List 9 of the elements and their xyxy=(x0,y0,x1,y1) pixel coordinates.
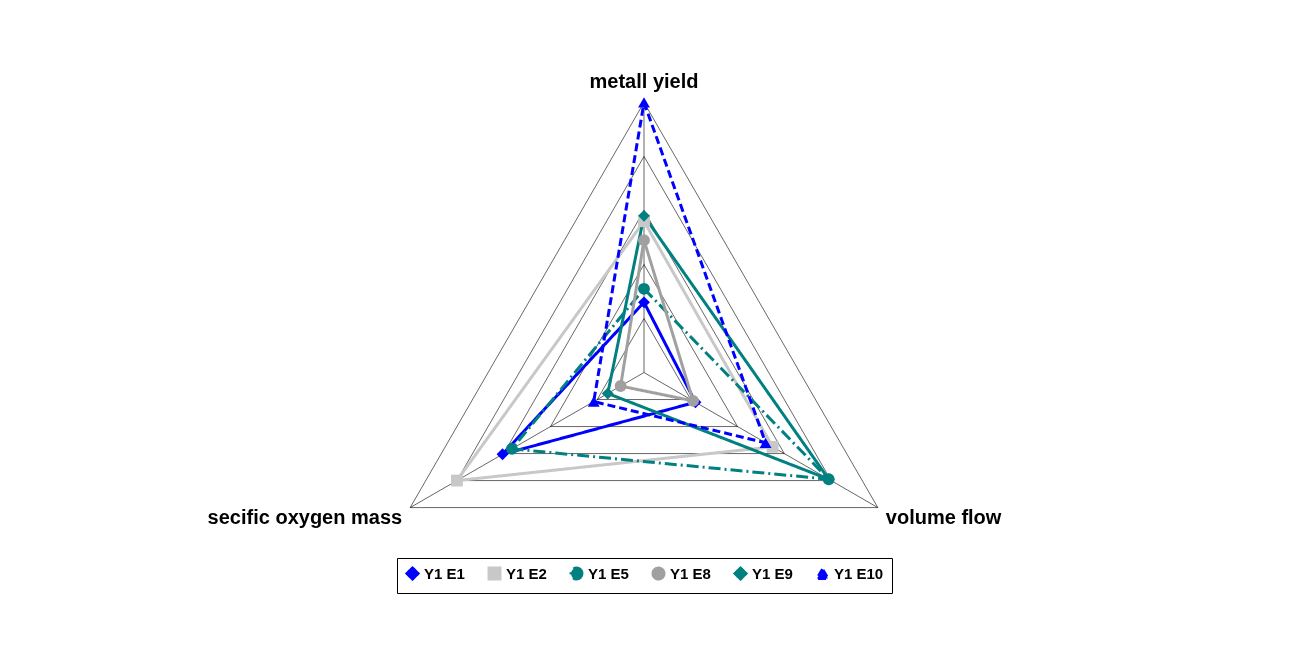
legend-label: Y1 E2 xyxy=(506,564,547,582)
legend-label: Y1 E10 xyxy=(834,564,884,582)
legend-label: Y1 E1 xyxy=(424,564,465,582)
legend-label: Y1 E5 xyxy=(588,564,629,582)
spoke-label: volume flow xyxy=(885,505,1002,528)
spoke-label: secific oxygen mass xyxy=(207,505,403,528)
legend-label: Y1 E9 xyxy=(752,564,793,582)
spoke-label: metall yield xyxy=(589,70,699,93)
legend-label: Y1 E8 xyxy=(670,564,711,582)
